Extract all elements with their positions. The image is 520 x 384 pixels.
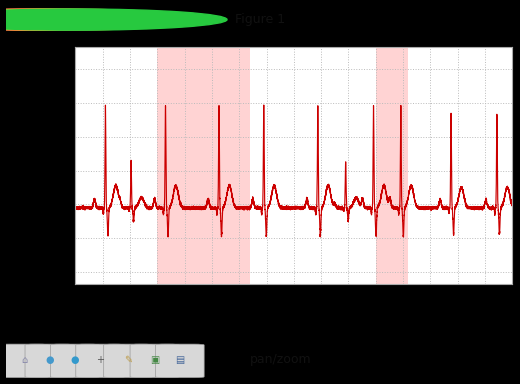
X-axis label: t (s): t (s) (282, 302, 305, 312)
FancyBboxPatch shape (76, 344, 124, 378)
FancyBboxPatch shape (130, 344, 179, 378)
Text: ✎: ✎ (124, 355, 132, 365)
FancyBboxPatch shape (25, 344, 74, 378)
FancyBboxPatch shape (50, 344, 99, 378)
Text: Figure 1: Figure 1 (235, 13, 285, 26)
Text: ●: ● (45, 355, 54, 365)
Text: ●: ● (71, 355, 79, 365)
Text: ▣: ▣ (150, 355, 159, 365)
FancyBboxPatch shape (0, 344, 48, 378)
Circle shape (0, 9, 227, 30)
Circle shape (0, 9, 207, 30)
Bar (376, 47, 409, 284)
Text: +: + (96, 355, 104, 365)
Circle shape (0, 9, 186, 30)
Text: pan/zoom: pan/zoom (250, 354, 311, 366)
Text: ⌂: ⌂ (21, 355, 27, 365)
FancyBboxPatch shape (155, 344, 204, 378)
Text: ▤: ▤ (175, 355, 185, 365)
Bar (157, 47, 250, 284)
FancyBboxPatch shape (103, 344, 152, 378)
Y-axis label: mV: mV (42, 156, 52, 175)
